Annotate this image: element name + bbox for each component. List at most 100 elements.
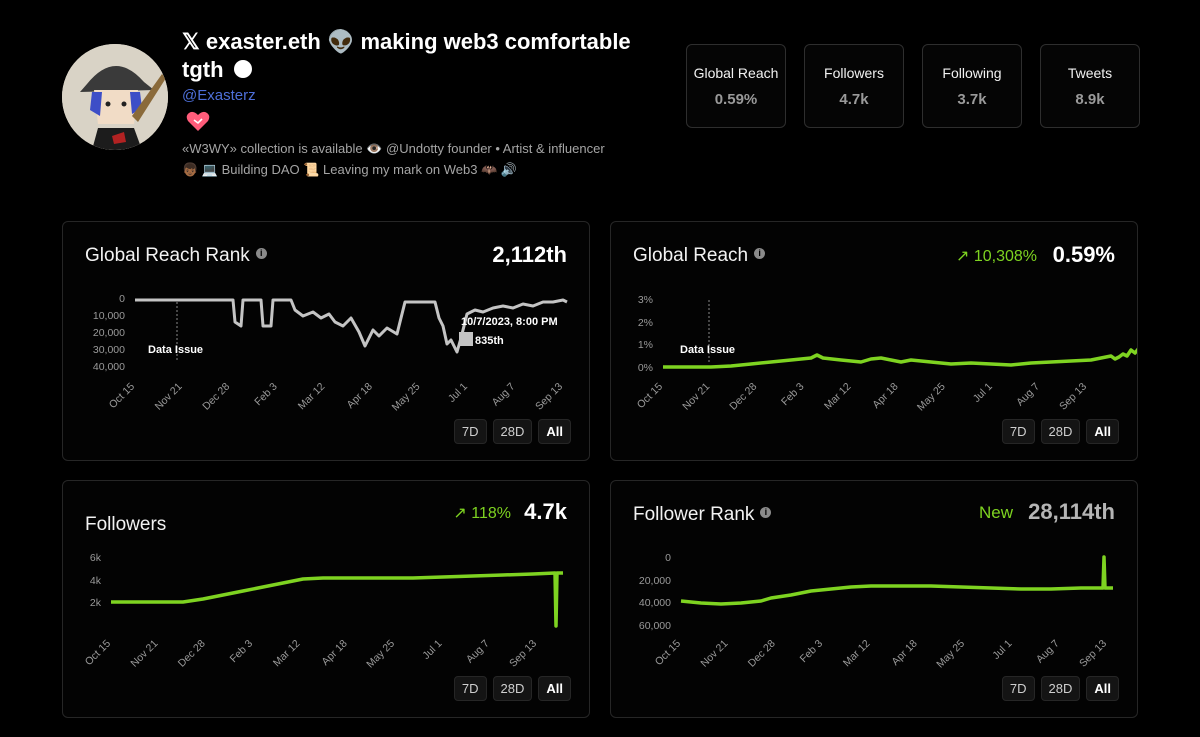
- tooltip-value: 835th: [475, 335, 504, 347]
- range-buttons: 7D 28D All: [1001, 676, 1119, 701]
- y-axis-ticks: 3% 2% 1% 0%: [638, 294, 653, 374]
- y-tick: 30,000: [93, 344, 125, 356]
- range-all-button[interactable]: All: [538, 676, 571, 701]
- x-tick: Apr 18: [319, 638, 349, 668]
- heart-icon: [186, 111, 210, 131]
- annotation-label: Data Issue: [148, 344, 203, 356]
- tooltip-marker: [459, 332, 473, 346]
- x-tick: Nov 21: [153, 381, 185, 413]
- panel-change: ↗ 10,308%: [955, 248, 1037, 265]
- range-28d-button[interactable]: 28D: [1040, 676, 1081, 701]
- x-tick: Mar 12: [822, 381, 854, 413]
- x-tick: Aug 7: [1034, 638, 1062, 666]
- range-all-button[interactable]: All: [1086, 676, 1119, 701]
- panel-value: 28,114th: [1028, 499, 1115, 524]
- series-line: [135, 298, 568, 354]
- x-tick: Feb 3: [228, 638, 256, 666]
- y-axis-ticks: 0 10,000 20,000 30,000 40,000: [93, 293, 125, 373]
- range-28d-button[interactable]: 28D: [492, 419, 533, 444]
- x-axis-ticks: Oct 15 Nov 21 Dec 28 Feb 3 Mar 12 Apr 18 May 2…: [107, 381, 565, 414]
- x-tick: Apr 18: [870, 381, 900, 411]
- range-7d-button[interactable]: 7D: [453, 419, 487, 444]
- y-tick: 3%: [638, 294, 653, 306]
- range-7d-button[interactable]: 7D: [1001, 419, 1035, 444]
- x-tick: Dec 28: [727, 381, 759, 413]
- y-tick: 6k: [90, 552, 102, 564]
- stat-card-followers[interactable]: Followers 4.7k: [804, 44, 904, 128]
- y-tick: 1%: [638, 339, 653, 351]
- stat-label: Followers: [824, 65, 884, 81]
- x-tick: May 25: [934, 638, 967, 671]
- x-tick: Dec 28: [176, 638, 208, 670]
- panel-title: Global Reach i: [633, 245, 766, 267]
- x-tick: Dec 28: [200, 381, 232, 413]
- x-tick: Oct 15: [83, 638, 113, 668]
- series-line: [663, 347, 1137, 369]
- range-7d-button[interactable]: 7D: [1001, 676, 1035, 701]
- panel-change: New: [979, 503, 1014, 522]
- x-tick: Nov 21: [680, 381, 712, 413]
- info-icon[interactable]: i: [754, 248, 766, 260]
- x-tick: Feb 3: [779, 381, 807, 409]
- chart-global-reach-rank[interactable]: 0 10,000 20,000 30,000 40,000 Data Issue…: [63, 222, 589, 422]
- series-line: [680, 555, 1113, 606]
- panel-title-text: Global Reach Rank: [85, 245, 250, 266]
- x-axis-ticks: Oct 15 Nov 21 Dec 28 Feb 3 Mar 12 Apr 18 May 2…: [83, 638, 539, 671]
- avatar-illustration: [62, 44, 168, 150]
- panel-value: 2,112th: [492, 242, 567, 267]
- x-tick: Sep 13: [507, 638, 539, 670]
- chart-global-reach[interactable]: 3% 2% 1% 0% Data Issue Oct 15 Nov 21 Dec 2…: [611, 222, 1137, 422]
- stat-label: Tweets: [1067, 65, 1113, 81]
- panel-followers: Followers ↗ 118% 4.7k 6k 4k 2k Oct 15 Nov…: [62, 480, 590, 718]
- x-tick: May 25: [390, 381, 423, 414]
- y-tick: 0%: [638, 362, 653, 374]
- alien-icon: 👽: [326, 29, 355, 54]
- stat-value: 3.7k: [957, 91, 987, 108]
- stat-card-global-reach[interactable]: Global Reach 0.59%: [686, 44, 786, 128]
- range-all-button[interactable]: All: [538, 419, 571, 444]
- panel-title-text: Follower Rank: [633, 504, 755, 525]
- stat-card-tweets[interactable]: Tweets 8.9k: [1040, 44, 1140, 128]
- range-all-button[interactable]: All: [1086, 419, 1119, 444]
- x-tick: Nov 21: [698, 638, 730, 670]
- x-tick: Jul 1: [971, 381, 995, 405]
- x-tick: Mar 12: [271, 638, 303, 670]
- info-icon[interactable]: i: [760, 507, 772, 519]
- x-tick: May 25: [364, 638, 397, 671]
- profile-handle[interactable]: @Exasterz: [182, 87, 256, 104]
- series-line: [111, 571, 563, 628]
- x-logo-icon: 𝕏: [182, 29, 200, 54]
- range-28d-button[interactable]: 28D: [1040, 419, 1081, 444]
- x-tick: May 25: [915, 381, 948, 414]
- x-tick: Mar 12: [296, 381, 328, 413]
- x-tick: Sep 13: [1057, 381, 1089, 413]
- info-icon[interactable]: i: [255, 248, 267, 260]
- panel-title-text: Global Reach: [633, 245, 749, 266]
- y-tick: 60,000: [639, 620, 671, 632]
- profile-bio-line2: 👦🏾 💻 Building DAO 📜 Leaving my mark on W…: [182, 162, 518, 177]
- panel-title: Global Reach Rank i: [85, 245, 267, 267]
- x-tick: Apr 18: [345, 381, 375, 411]
- y-tick: 0: [665, 552, 671, 564]
- chart-followers[interactable]: 6k 4k 2k Oct 15 Nov 21 Dec 28 Feb 3 Mar 12 Ap…: [63, 481, 589, 681]
- x-tick: Dec 28: [746, 638, 778, 670]
- range-buttons: 7D 28D All: [1001, 419, 1119, 444]
- range-buttons: 7D 28D All: [453, 676, 571, 701]
- stat-card-following[interactable]: Following 3.7k: [922, 44, 1022, 128]
- range-7d-button[interactable]: 7D: [453, 676, 487, 701]
- profile-name: exaster.eth: [205, 29, 321, 54]
- chart-follower-rank[interactable]: 0 20,000 40,000 60,000 Oct 15 Nov 21 Dec 2…: [611, 481, 1137, 681]
- profile-bio-line1: «W3WY» collection is available 👁️ @Undot…: [182, 141, 605, 156]
- y-tick: 40,000: [93, 361, 125, 373]
- y-tick: 10,000: [93, 310, 125, 322]
- x-tick: Oct 15: [653, 638, 683, 668]
- y-tick: 4k: [90, 575, 102, 587]
- panel-value: 4.7k: [524, 499, 567, 524]
- x-tick: Nov 21: [128, 638, 160, 670]
- y-axis-ticks: 6k 4k 2k: [90, 552, 102, 609]
- panel-title: Followers: [85, 514, 166, 536]
- x-tick: Feb 3: [252, 381, 280, 409]
- range-28d-button[interactable]: 28D: [492, 676, 533, 701]
- y-tick: 2%: [638, 317, 653, 329]
- x-tick: Jul 1: [446, 381, 470, 405]
